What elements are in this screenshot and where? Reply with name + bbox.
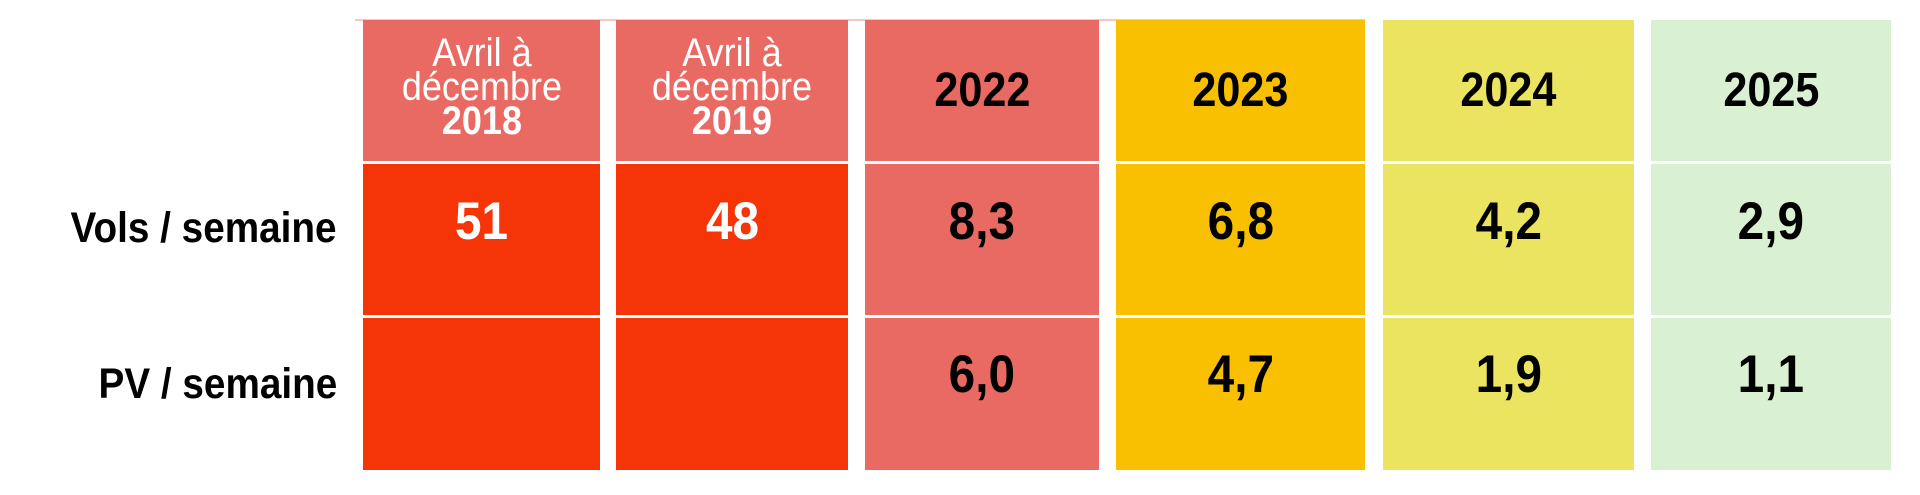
header-line: décembre [651, 64, 813, 109]
header-text: Avril à décembre 2019 [651, 33, 813, 143]
cell-value: 51 [454, 192, 509, 251]
column-header: Avril à décembre 2019 [616, 20, 848, 161]
header-year: 2018 [441, 98, 522, 143]
column-header: 2024 [1383, 20, 1634, 161]
table-cell: 6,8 [1116, 164, 1365, 315]
table-cell: 8,3 [865, 164, 1099, 315]
table-cell: 4,2 [1383, 164, 1634, 315]
cell-value: 2,9 [1737, 192, 1805, 251]
row-label-vols: Vols / semaine [70, 204, 337, 252]
table-cell: 4,7 [1116, 318, 1365, 470]
header-text: Avril à décembre 2018 [401, 33, 562, 143]
header-year: 2023 [1192, 64, 1289, 117]
cell-value: 1,1 [1737, 344, 1805, 404]
header-year: 2024 [1460, 64, 1557, 117]
row-label-pv: PV / semaine [98, 360, 337, 408]
table-cell: 1,1 [1651, 318, 1891, 470]
table-cell: 6,0 [865, 318, 1099, 470]
cell-value: 6,8 [1207, 192, 1274, 251]
cell-value: 48 [705, 192, 759, 251]
header-line: décembre [401, 64, 562, 109]
table-cell [363, 318, 600, 470]
header-year: 2025 [1722, 64, 1820, 117]
table-cell [616, 318, 848, 470]
cell-value: 6,0 [948, 344, 1016, 404]
header-year: 2019 [691, 98, 773, 143]
cell-value: 8,3 [948, 192, 1016, 251]
table-cell: 1,9 [1383, 318, 1634, 470]
column-header: 2023 [1116, 20, 1365, 161]
column-header: Avril à décembre 2018 [363, 20, 600, 161]
cell-value: 4,2 [1475, 192, 1542, 251]
table-cell: 48 [616, 164, 848, 315]
header-line: Avril à [682, 30, 782, 75]
table-cell: 51 [363, 164, 600, 315]
table-cell: 2,9 [1651, 164, 1891, 315]
column-header: 2025 [1651, 20, 1891, 161]
header-year: 2022 [933, 64, 1031, 117]
cell-value: 4,7 [1207, 344, 1274, 404]
column-header: 2022 [865, 20, 1099, 161]
header-line: Avril à [431, 30, 532, 75]
top-border [355, 19, 1365, 21]
cell-value: 1,9 [1475, 344, 1542, 404]
